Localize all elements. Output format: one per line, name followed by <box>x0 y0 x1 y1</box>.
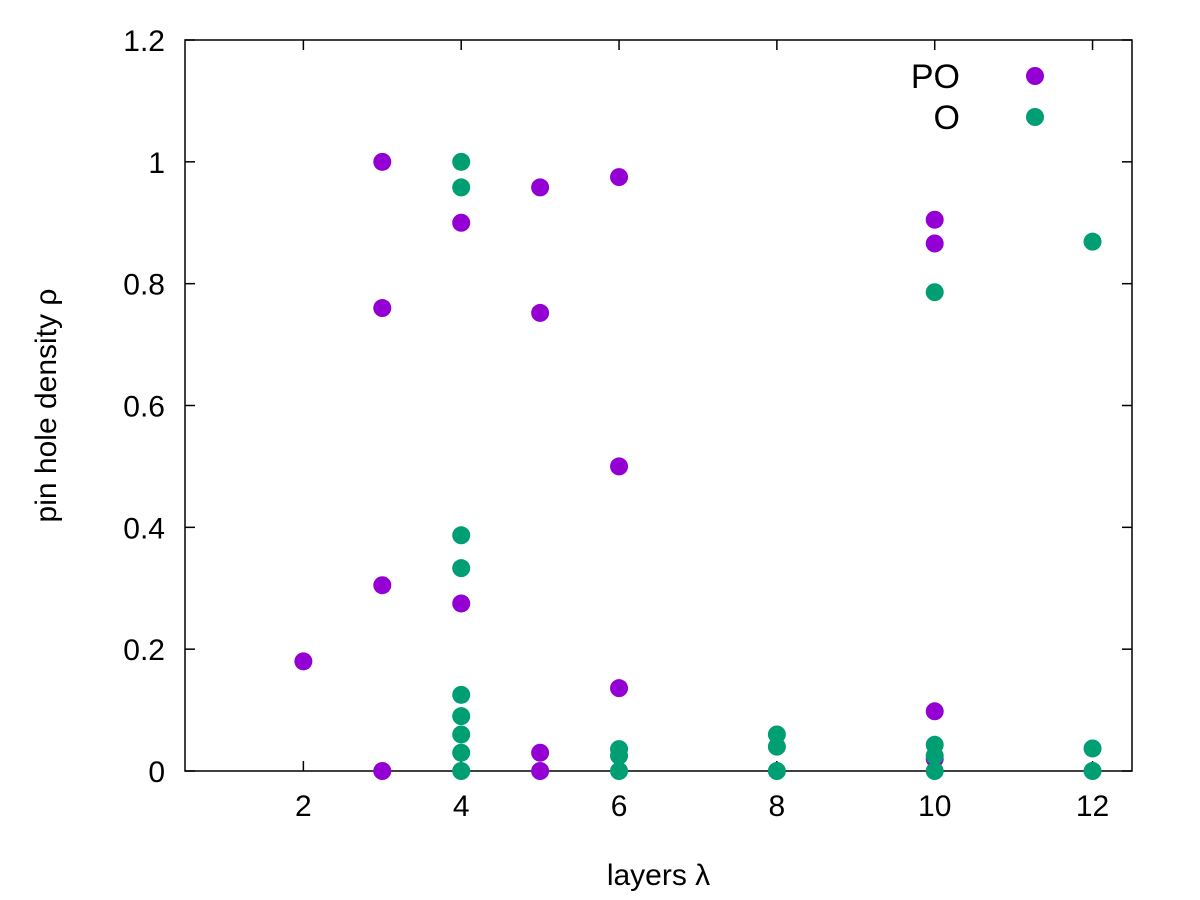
y-tick-label: 0.6 <box>123 391 165 424</box>
data-point-po <box>531 743 550 762</box>
data-point-po <box>610 457 629 476</box>
data-point-o <box>767 762 786 780</box>
data-point-o <box>452 725 471 744</box>
y-axis-label: pin hole density ρ <box>30 289 63 523</box>
data-point-o <box>925 283 944 302</box>
data-point-o <box>925 746 944 765</box>
data-point-po <box>925 234 944 253</box>
data-point-o <box>610 762 629 780</box>
y-tick-label: 0 <box>148 756 165 789</box>
data-point-po <box>531 303 550 322</box>
data-point-o <box>452 707 471 726</box>
data-point-o <box>1083 739 1102 758</box>
data-point-po <box>925 702 944 721</box>
data-point-o <box>610 746 629 765</box>
data-point-po <box>452 594 471 613</box>
data-point-o <box>452 743 471 762</box>
legend-label-o: O <box>934 99 960 137</box>
data-point-po <box>373 152 392 171</box>
data-point-po <box>925 210 944 229</box>
data-point-o <box>452 762 471 780</box>
y-tick-label: 0.2 <box>123 634 165 667</box>
data-point-o <box>767 737 786 756</box>
data-point-o <box>452 559 471 578</box>
data-point-po <box>373 762 392 780</box>
data-point-po <box>531 178 550 197</box>
legend-label-po: PO <box>911 58 960 96</box>
x-tick-label: 2 <box>295 790 312 823</box>
data-point-o <box>1083 762 1102 780</box>
data-point-o <box>452 152 471 171</box>
y-tick-label: 1.2 <box>123 25 165 58</box>
legend-marker-po <box>1026 67 1044 85</box>
y-tick-label: 1 <box>148 147 165 180</box>
series-o <box>452 152 1102 780</box>
data-point-o <box>925 762 944 780</box>
data-point-o <box>452 685 471 704</box>
data-point-po <box>610 679 629 698</box>
series-po <box>294 152 944 780</box>
x-tick-label: 6 <box>611 790 628 823</box>
data-point-o <box>1083 232 1102 251</box>
data-point-o <box>452 526 471 545</box>
x-tick-label: 4 <box>453 790 470 823</box>
plot-frame <box>184 39 1133 772</box>
data-point-po <box>294 652 313 671</box>
x-axis-label: layers λ <box>607 859 710 892</box>
y-tick-label: 0.8 <box>123 269 165 302</box>
data-point-po <box>373 299 392 318</box>
x-tick-label: 8 <box>769 790 786 823</box>
legend: POO <box>911 58 1044 137</box>
data-point-po <box>452 213 471 232</box>
data-point-po <box>373 576 392 595</box>
x-tick-label: 10 <box>918 790 951 823</box>
legend-marker-o <box>1026 108 1044 126</box>
data-point-po <box>531 762 550 780</box>
data-point-po <box>610 168 629 187</box>
data-point-o <box>452 178 471 197</box>
x-tick-label: 12 <box>1076 790 1109 823</box>
y-tick-label: 0.4 <box>123 512 165 545</box>
